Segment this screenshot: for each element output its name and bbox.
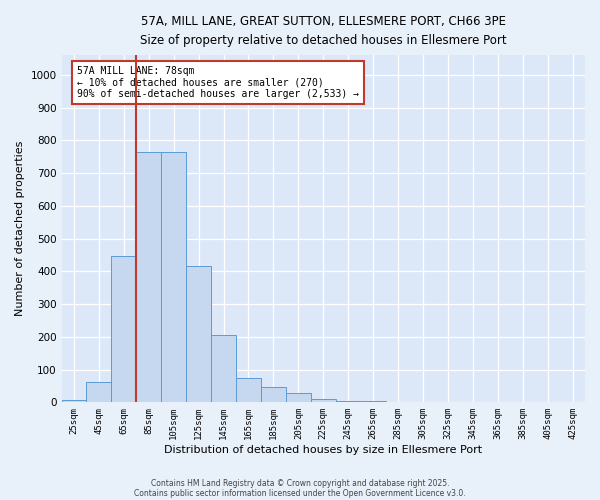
Bar [86, 382, 112, 402]
Bar [186, 266, 211, 402]
Y-axis label: Number of detached properties: Number of detached properties [15, 141, 25, 316]
Text: Contains public sector information licensed under the Open Government Licence v3: Contains public sector information licen… [134, 488, 466, 498]
Text: 57A MILL LANE: 78sqm
← 10% of detached houses are smaller (270)
90% of semi-deta: 57A MILL LANE: 78sqm ← 10% of detached h… [77, 66, 359, 98]
Bar [236, 378, 261, 402]
X-axis label: Distribution of detached houses by size in Ellesmere Port: Distribution of detached houses by size … [164, 445, 482, 455]
Bar [311, 399, 336, 402]
Bar [211, 335, 236, 402]
Title: 57A, MILL LANE, GREAT SUTTON, ELLESMERE PORT, CH66 3PE
Size of property relative: 57A, MILL LANE, GREAT SUTTON, ELLESMERE … [140, 15, 506, 47]
Bar [112, 256, 136, 402]
Bar [336, 400, 361, 402]
Bar [136, 152, 161, 402]
Bar [286, 393, 311, 402]
Text: Contains HM Land Registry data © Crown copyright and database right 2025.: Contains HM Land Registry data © Crown c… [151, 478, 449, 488]
Bar [161, 152, 186, 402]
Bar [261, 386, 286, 402]
Bar [62, 400, 86, 402]
